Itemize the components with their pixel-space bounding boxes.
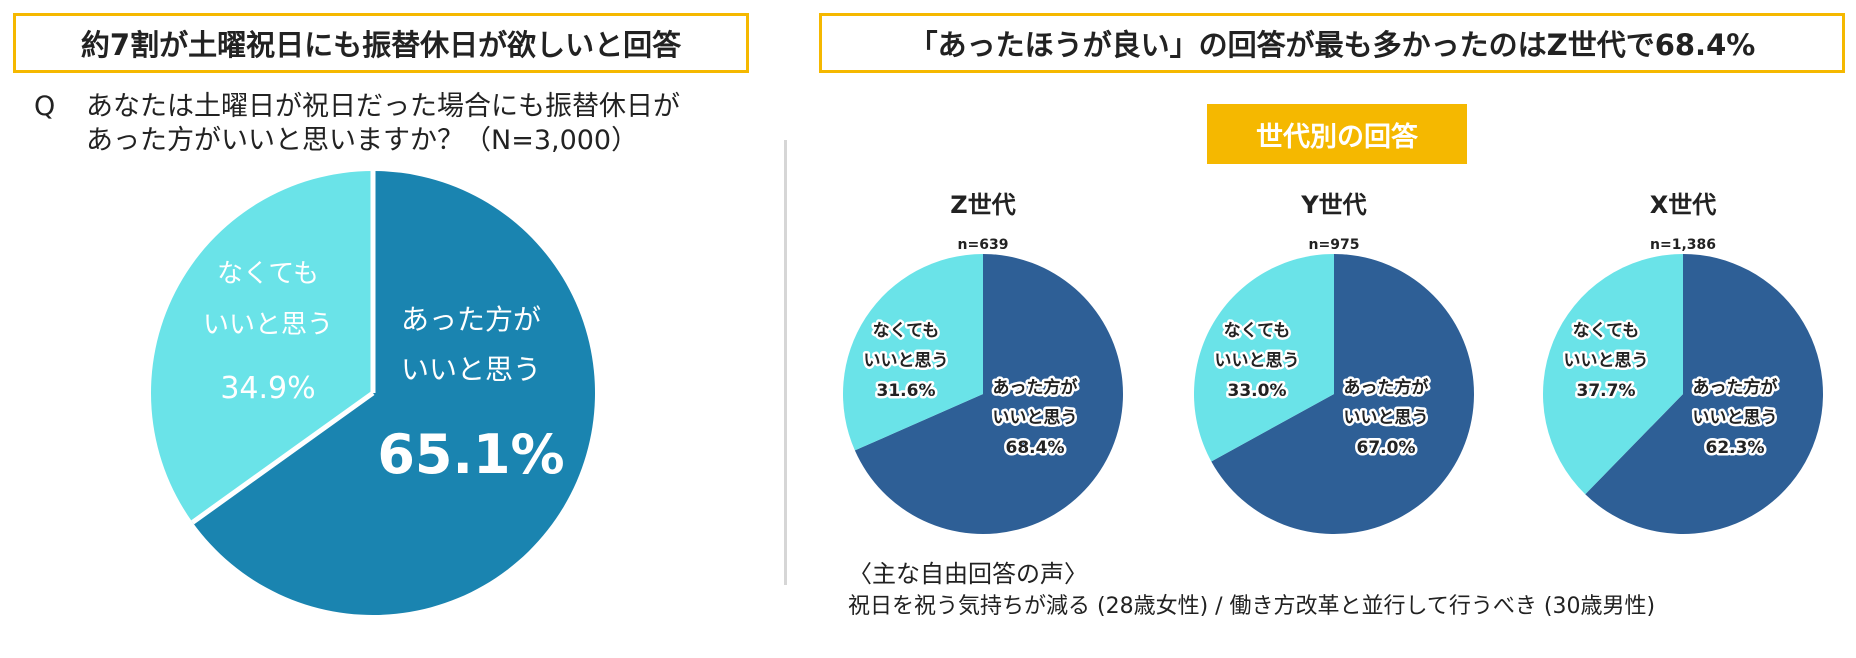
gen-x-no-value: 37.7% bbox=[1577, 381, 1636, 401]
gen-z-no-label-1: なくても bbox=[873, 321, 940, 341]
question-line-2: あった方がいいと思いますか？（N=3,000） bbox=[86, 125, 639, 156]
generation-badge: 世代別の回答 bbox=[1207, 104, 1467, 164]
overall-no-label-2: いいと思う bbox=[203, 310, 333, 340]
overall-yes-label-2: いいと思う bbox=[401, 353, 541, 386]
gen-x-no-label-1: なくても bbox=[1573, 321, 1640, 341]
gen-z-slice-yes bbox=[854, 254, 1123, 534]
gen-y-yes-value: 67.0% bbox=[1357, 438, 1416, 458]
gen-z-yes-value: 68.4% bbox=[1006, 438, 1065, 458]
gen-x-no-label-2: いいと思う bbox=[1564, 351, 1649, 371]
gen-x-yes-label-2: いいと思う bbox=[1693, 408, 1778, 428]
gen-y-yes-label-2: いいと思う bbox=[1344, 408, 1429, 428]
gen-z-label: Z世代 bbox=[950, 191, 1016, 219]
gen-y-slice-yes bbox=[1211, 254, 1474, 534]
gen-z-slice-no bbox=[843, 254, 983, 451]
overall-yes-label-1: あった方が bbox=[401, 303, 541, 336]
overall-slice-yes bbox=[192, 171, 595, 615]
voices-text: 祝日を祝う気持ちが減る (28歳女性) / 働き方改革と並行して行うべき (30… bbox=[848, 594, 1656, 619]
overall-no-value: 34.9% bbox=[220, 371, 315, 406]
gen-x-slice-no bbox=[1543, 254, 1683, 495]
gen-z-no-label-2: いいと思う bbox=[864, 351, 949, 371]
gen-z-yes-label-1: あった方が bbox=[993, 377, 1078, 398]
gen-y-label: Y世代 bbox=[1301, 191, 1367, 219]
left-title: 約7割が土曜祝日にも振替休日が欲しいと回答 bbox=[13, 13, 749, 73]
overall-slice-no bbox=[150, 171, 373, 523]
overall-separator-1 bbox=[191, 390, 375, 525]
gen-x-yes-value: 62.3% bbox=[1706, 438, 1765, 458]
gen-y-no-label-2: いいと思う bbox=[1215, 351, 1300, 371]
overall-no-label-1: なくても bbox=[217, 259, 319, 289]
overall-yes-value: 65.1% bbox=[377, 423, 564, 486]
gen-z-no-value: 31.6% bbox=[877, 381, 936, 401]
right-title: 「あったほうが良い」の回答が最も多かったのはZ世代で68.4% bbox=[819, 13, 1845, 73]
section-divider bbox=[784, 140, 787, 585]
gen-z-n: n=639 bbox=[957, 237, 1009, 253]
gen-y-no-label-1: なくても bbox=[1224, 321, 1291, 341]
gen-y-no-value: 33.0% bbox=[1228, 381, 1287, 401]
gen-x-label: X世代 bbox=[1649, 191, 1717, 219]
question-line-1: あなたは土曜日が祝日だった場合にも振替休日が bbox=[86, 91, 680, 122]
voices-title: 〈主な自由回答の声〉 bbox=[848, 560, 1088, 588]
gen-y-n: n=975 bbox=[1308, 237, 1360, 253]
gen-z-yes-label-2: いいと思う bbox=[993, 408, 1078, 428]
gen-y-slice-no bbox=[1193, 254, 1334, 462]
gen-y-yes-label-1: あった方が bbox=[1344, 377, 1429, 398]
gen-x-yes-label-1: あった方が bbox=[1693, 377, 1778, 398]
question-mark: Q bbox=[34, 91, 56, 122]
gen-x-slice-yes bbox=[1585, 254, 1823, 534]
gen-x-n: n=1,386 bbox=[1650, 237, 1716, 253]
